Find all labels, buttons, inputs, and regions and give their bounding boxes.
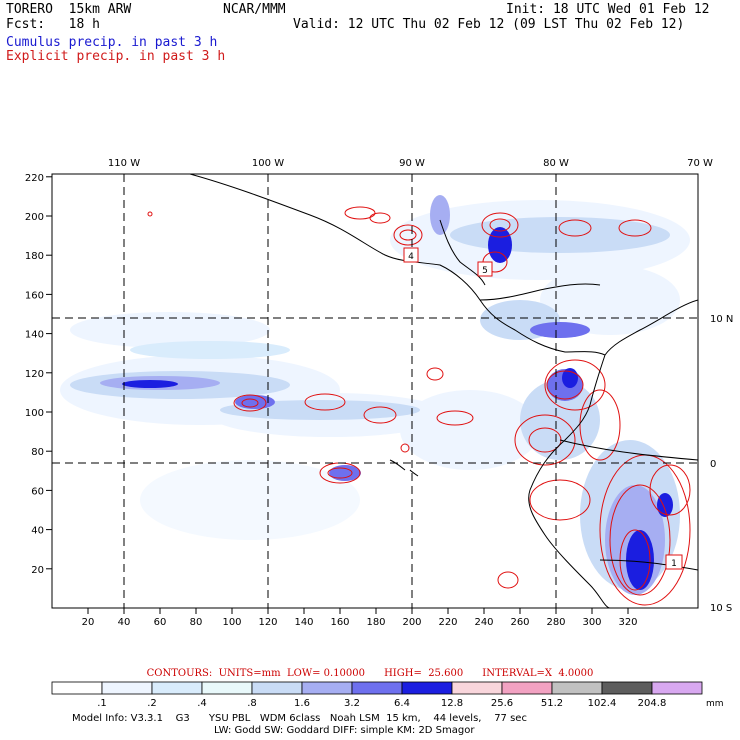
- y-tick-label: 160: [25, 290, 44, 301]
- station-marker-4: [403, 247, 419, 263]
- colorbar-label: 3.2: [344, 698, 360, 709]
- station-marker-5: [477, 261, 493, 277]
- x-tick-labels: 20 40 60 80 100 120 140 160 180 200 220 240 260 280 30…: [82, 617, 638, 628]
- lat-label: 10 N: [710, 314, 733, 325]
- init-time: Init: 18 UTC Wed 01 Feb 12: [506, 2, 710, 17]
- cumulus-precip-shading: [60, 195, 690, 595]
- colorbar-swatch: [451, 681, 503, 695]
- x-tick-label: 80: [190, 617, 203, 628]
- coastlines: [189, 174, 698, 608]
- x-tick-label: 160: [330, 617, 349, 628]
- station-marker-1: [665, 554, 683, 570]
- y-tick-label: 120: [25, 369, 44, 380]
- colorbar-labels: .1 .2 .4 .8 1.6 3.2 6.4 12.8 25.6 51.2 102.4 204.8: [97, 698, 666, 709]
- colorbar-label: 1.6: [294, 698, 310, 709]
- lat-label: 10 S: [710, 603, 732, 614]
- x-tick-label: 140: [294, 617, 313, 628]
- colorbar-swatch: [101, 681, 153, 695]
- x-tick-label: 240: [474, 617, 493, 628]
- y-tick-label: 40: [31, 526, 44, 537]
- colorbar-label: 25.6: [491, 698, 513, 709]
- y-tick-label: 220: [25, 173, 44, 184]
- station-label-4: 4: [408, 252, 414, 262]
- model-info-line: Model Info: V3.3.1 G3 YSU PBL WDM 6class…: [72, 713, 527, 724]
- x-tick-label: 60: [154, 617, 167, 628]
- field-explicit-label: Explicit precip. in past 3 h: [6, 49, 226, 64]
- x-tick-label: 220: [438, 617, 457, 628]
- station-label-1: 1: [671, 559, 677, 569]
- y-tick-label: 180: [25, 251, 44, 262]
- station-label-5: 5: [482, 266, 488, 276]
- station-markers: [403, 247, 683, 570]
- x-tick-label: 40: [118, 617, 131, 628]
- x-tick-label: 200: [402, 617, 421, 628]
- colorbar-swatch: [651, 681, 703, 695]
- colorbar-label: .1: [97, 698, 107, 709]
- lon-label: 110 W: [108, 158, 140, 169]
- colorbar-swatch: [351, 681, 403, 695]
- colorbar-label: 51.2: [541, 698, 563, 709]
- y-tick-label: 80: [31, 447, 44, 458]
- colorbar-swatch: [151, 681, 203, 695]
- lat-labels: 10 N 0 10 S: [710, 314, 733, 614]
- lon-labels: 110 W 100 W 90 W 80 W 70 W: [108, 158, 713, 169]
- colorbar-unit: mm: [706, 699, 724, 709]
- tick-marks: [46, 176, 629, 614]
- colorbar-label: 12.8: [441, 698, 463, 709]
- lon-label: 80 W: [543, 158, 569, 169]
- colorbar-swatch: [251, 681, 303, 695]
- x-tick-label: 260: [510, 617, 529, 628]
- center-label: NCAR/MMM: [223, 2, 286, 17]
- y-tick-label: 140: [25, 330, 44, 341]
- valid-time: Valid: 12 UTC Thu 02 Feb 12 (09 LST Thu …: [293, 17, 685, 32]
- physics-info-line: LW: Godd SW: Goddard DIFF: simple KM: 2D…: [214, 725, 475, 736]
- x-tick-label: 100: [222, 617, 241, 628]
- field-cumulus-label: Cumulus precip. in past 3 h: [6, 35, 218, 50]
- x-tick-label: 180: [366, 617, 385, 628]
- lon-label: 90 W: [399, 158, 425, 169]
- x-tick-label: 20: [82, 617, 95, 628]
- colorbar-label: .2: [147, 698, 157, 709]
- y-tick-label: 100: [25, 408, 44, 419]
- graticule: [52, 174, 698, 608]
- lon-label: 100 W: [252, 158, 284, 169]
- x-tick-label: 300: [582, 617, 601, 628]
- plot-frame: [51, 173, 699, 609]
- y-tick-label: 200: [25, 212, 44, 223]
- forecast-hour: Fcst: 18 h: [6, 17, 100, 32]
- colorbar-swatch: [301, 681, 353, 695]
- colorbar-swatch: [51, 681, 103, 695]
- colorbar-swatch: [551, 681, 603, 695]
- contours-caption: CONTOURS: UNITS=mm LOW= 0.10000 HIGH= 25…: [146, 668, 594, 679]
- colorbar-label: 6.4: [394, 698, 410, 709]
- lat-label: 0: [710, 459, 716, 470]
- lon-label: 70 W: [687, 158, 713, 169]
- x-tick-label: 120: [258, 617, 277, 628]
- y-tick-label: 20: [31, 565, 44, 576]
- colorbar-swatch: [201, 681, 253, 695]
- colorbar-label: 102.4: [588, 698, 617, 709]
- colorbar-label: .4: [197, 698, 207, 709]
- colorbar-swatch: [501, 681, 553, 695]
- colorbar-swatch: [601, 681, 653, 695]
- model-title: TORERO 15km ARW: [6, 2, 132, 17]
- colorbar-label: 204.8: [638, 698, 667, 709]
- colorbar-label: .8: [247, 698, 257, 709]
- x-tick-label: 320: [618, 617, 637, 628]
- y-tick-labels: 20 40 60 80 100 120 140 160 180 200 220: [25, 173, 44, 576]
- y-tick-label: 60: [31, 486, 44, 497]
- x-tick-label: 280: [546, 617, 565, 628]
- colorbar: [51, 681, 703, 695]
- colorbar-swatch: [401, 681, 453, 695]
